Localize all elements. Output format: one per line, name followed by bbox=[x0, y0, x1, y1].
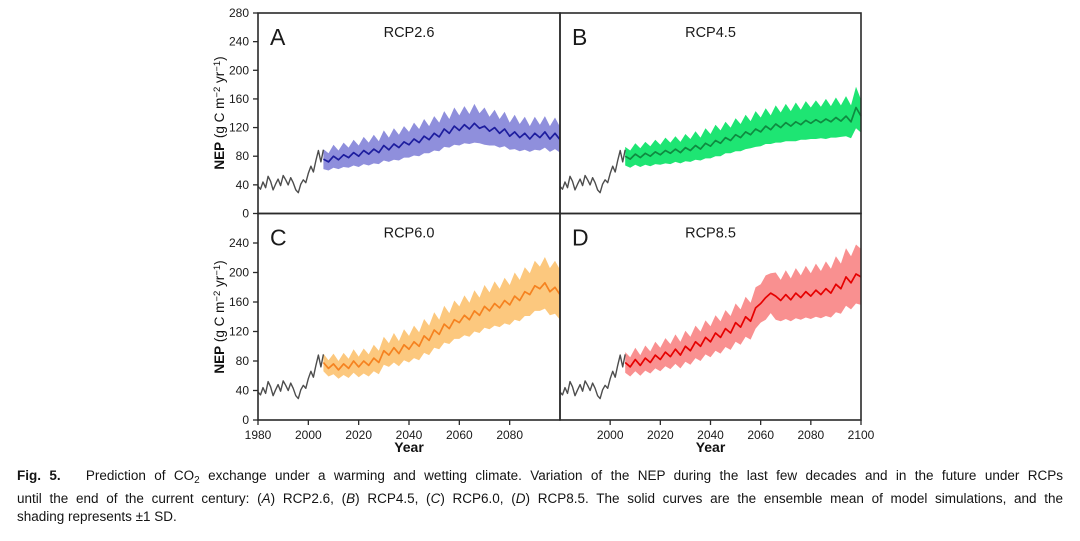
caption-text: exchange under a warming and wetting cli… bbox=[199, 468, 1063, 483]
x-tick-label: 1980 bbox=[245, 428, 272, 442]
panel-border bbox=[257, 12, 561, 215]
y-tick-label: 240 bbox=[229, 35, 249, 49]
sd-band bbox=[625, 86, 861, 168]
x-axis-title: Year bbox=[696, 439, 726, 455]
y-axis-title: NEP (g C m−2 yr−1) bbox=[212, 56, 227, 169]
caption-line-1: Fig. 5. Prediction of CO2 exchange under… bbox=[17, 467, 1063, 490]
caption-text: A bbox=[261, 491, 271, 506]
y-tick-label: 120 bbox=[229, 325, 249, 339]
ensemble-mean-line bbox=[624, 106, 862, 160]
x-axis-title: Year bbox=[394, 439, 424, 455]
x-tick-label: 2060 bbox=[747, 428, 774, 442]
sd-band bbox=[323, 103, 560, 171]
ensemble-mean-line bbox=[322, 122, 561, 163]
caption-text: ) RCP6.0, ( bbox=[440, 491, 516, 506]
caption-text: ) RCP8.5. The solid curves are the ensem… bbox=[525, 491, 1064, 506]
panel-title: RCP2.6 bbox=[384, 25, 435, 41]
historical-line bbox=[257, 354, 325, 400]
panel-letter: B bbox=[572, 24, 587, 50]
caption-text: C bbox=[430, 491, 441, 506]
y-tick-label: 40 bbox=[236, 384, 250, 398]
panel-A: A RCP2.6 0 40 80 120 160 200 240 280 bbox=[229, 6, 561, 221]
x-tick-label: 2080 bbox=[496, 428, 523, 442]
y-tick-label: 200 bbox=[229, 266, 249, 280]
panel-title: RCP6.0 bbox=[384, 226, 435, 242]
panel-title: RCP4.5 bbox=[685, 25, 736, 41]
panel-C: C RCP6.0 0 40 80 120 160 200 240 1980 2000 2020 2040… bbox=[229, 212, 561, 442]
y-tick-label: 80 bbox=[236, 354, 250, 368]
ensemble-mean-line bbox=[322, 281, 561, 371]
caption-text: B bbox=[346, 491, 356, 506]
panel-letter: D bbox=[572, 225, 589, 251]
y-axis-title: NEP (g C m−2 yr−1) bbox=[212, 260, 227, 373]
sd-band bbox=[323, 257, 560, 379]
caption-text: Prediction of CO bbox=[60, 468, 195, 483]
ensemble-mean-line bbox=[624, 273, 862, 368]
panel-title: RCP8.5 bbox=[685, 226, 736, 242]
panel-letter: A bbox=[270, 24, 286, 50]
sd-band bbox=[625, 244, 861, 377]
caption-text: shading represents ±1 SD. bbox=[17, 509, 177, 524]
y-tick-label: 40 bbox=[236, 178, 250, 192]
caption-line-2: until the end of the current century: (A… bbox=[17, 490, 1063, 508]
x-tick-label: 2000 bbox=[597, 428, 624, 442]
historical-line bbox=[559, 354, 626, 400]
caption-line-3: shading represents ±1 SD. bbox=[17, 508, 1063, 526]
x-tick-label: 2020 bbox=[345, 428, 372, 442]
x-tick-label: 2020 bbox=[647, 428, 674, 442]
caption-text: until the end of the current century: ( bbox=[17, 491, 262, 506]
y-tick-label: 0 bbox=[242, 207, 249, 221]
x-tick-label: 2040 bbox=[396, 428, 423, 442]
caption-text: 2 bbox=[194, 475, 200, 486]
historical-line bbox=[559, 149, 626, 194]
y-tick-label: 160 bbox=[229, 92, 249, 106]
x-tick-label: 2100 bbox=[848, 428, 875, 442]
x-tick-label: 2080 bbox=[797, 428, 824, 442]
x-tick-label: 2060 bbox=[446, 428, 473, 442]
figure-caption: Fig. 5. Prediction of CO2 exchange under… bbox=[17, 467, 1063, 526]
caption-text: D bbox=[515, 491, 526, 506]
x-tick-label: 2000 bbox=[295, 428, 322, 442]
y-tick-label: 120 bbox=[229, 121, 249, 135]
panel-D: D RCP8.5 2000 2020 2040 2060 2080 2100 bbox=[559, 212, 875, 442]
caption-fig-label: Fig. 5. bbox=[17, 468, 61, 483]
y-tick-label: 160 bbox=[229, 295, 249, 309]
caption-text: ) RCP4.5, ( bbox=[355, 491, 431, 506]
panel-B: B RCP4.5 bbox=[559, 12, 862, 215]
y-tick-label: 0 bbox=[242, 413, 249, 427]
figure-canvas: A RCP2.6 0 40 80 120 160 200 240 280 B RCP4.5 C RCP6.… bbox=[212, 6, 875, 455]
historical-line bbox=[257, 149, 325, 194]
y-tick-label: 200 bbox=[229, 63, 249, 77]
x-tick-label: 2040 bbox=[697, 428, 724, 442]
y-tick-label: 240 bbox=[229, 236, 249, 250]
caption-text: ) RCP2.6, ( bbox=[270, 491, 347, 506]
y-tick-label: 80 bbox=[236, 149, 250, 163]
panel-letter: C bbox=[270, 225, 287, 251]
y-tick-label: 280 bbox=[229, 6, 249, 20]
